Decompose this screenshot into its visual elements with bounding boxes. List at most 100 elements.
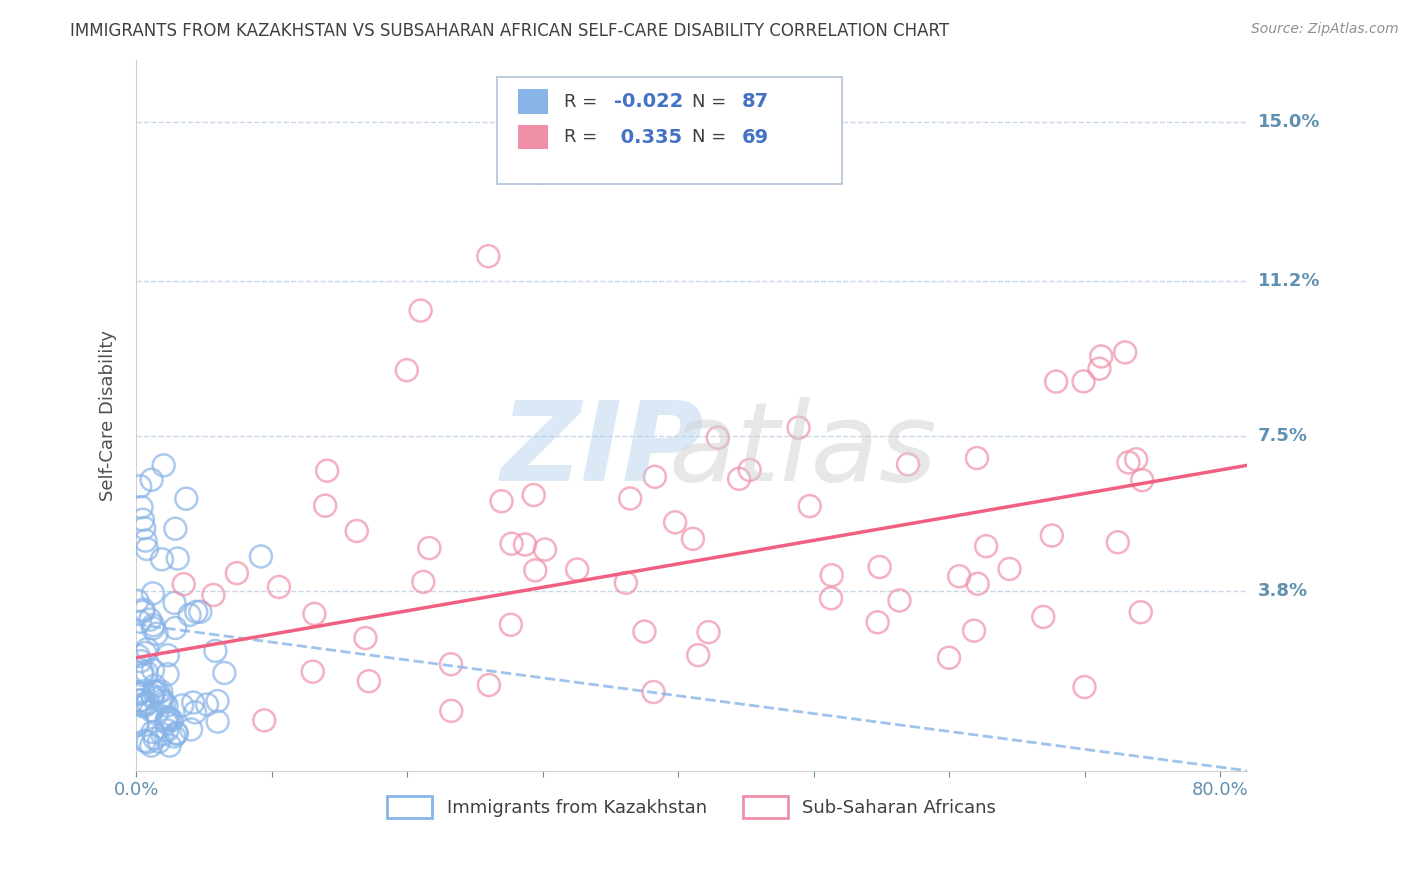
Point	[418, 541, 440, 555]
Point	[513, 537, 536, 551]
Point	[253, 714, 276, 728]
Point	[152, 458, 174, 473]
Point	[132, 602, 155, 616]
Point	[148, 734, 170, 748]
Point	[165, 621, 187, 635]
Point	[531, 165, 554, 179]
Point	[186, 605, 208, 619]
Text: ZIP: ZIP	[501, 397, 704, 504]
Point	[156, 698, 179, 713]
Point	[142, 618, 165, 632]
Point	[250, 549, 273, 564]
Point	[707, 431, 730, 445]
Point	[165, 522, 187, 536]
Point	[738, 463, 761, 477]
Point	[166, 551, 188, 566]
Point	[129, 698, 152, 712]
Point	[139, 613, 162, 627]
Point	[131, 699, 153, 714]
Point	[267, 580, 290, 594]
Point	[478, 678, 501, 692]
Point	[412, 574, 434, 589]
Point	[131, 667, 153, 681]
Point	[139, 739, 162, 753]
Point	[966, 451, 988, 466]
Point	[974, 539, 997, 553]
Point	[664, 516, 686, 530]
Point	[160, 713, 183, 727]
Point	[135, 698, 157, 713]
Point	[501, 537, 523, 551]
Point	[1088, 361, 1111, 376]
Text: IMMIGRANTS FROM KAZAKHSTAN VS SUBSAHARAN AFRICAN SELF-CARE DISABILITY CORRELATIO: IMMIGRANTS FROM KAZAKHSTAN VS SUBSAHARAN…	[70, 22, 949, 40]
Point	[179, 607, 201, 622]
Point	[1129, 605, 1152, 619]
Point	[149, 690, 172, 705]
Point	[799, 499, 821, 513]
Point	[644, 470, 666, 484]
Point	[188, 605, 211, 619]
Point	[127, 715, 149, 730]
Point	[150, 684, 173, 698]
Text: Source: ZipAtlas.com: Source: ZipAtlas.com	[1251, 22, 1399, 37]
Point	[728, 472, 751, 486]
Point	[204, 644, 226, 658]
Point	[682, 532, 704, 546]
Point	[534, 542, 557, 557]
Text: 0.335: 0.335	[614, 128, 682, 146]
Point	[150, 727, 173, 741]
Point	[136, 696, 159, 710]
Point	[136, 642, 159, 657]
Point	[127, 593, 149, 607]
Point	[155, 715, 177, 730]
Point	[129, 479, 152, 493]
Text: N =: N =	[692, 93, 731, 111]
Point	[1125, 452, 1147, 467]
Point	[966, 576, 988, 591]
Point	[142, 725, 165, 739]
Point	[316, 464, 339, 478]
Legend: Immigrants from Kazakhstan, Sub-Saharan Africans: Immigrants from Kazakhstan, Sub-Saharan …	[380, 789, 1004, 826]
Point	[156, 723, 179, 738]
Text: 15.0%: 15.0%	[1258, 113, 1320, 131]
Text: R =: R =	[564, 93, 603, 111]
Point	[156, 710, 179, 724]
Point	[567, 562, 589, 576]
Point	[688, 648, 710, 663]
Point	[184, 706, 207, 720]
Point	[346, 524, 368, 538]
Point	[697, 625, 720, 640]
Point	[1107, 535, 1129, 549]
Point	[821, 568, 844, 582]
Text: N =: N =	[692, 128, 731, 146]
Point	[440, 704, 463, 718]
Point	[897, 458, 920, 472]
Point	[127, 685, 149, 699]
Point	[134, 734, 156, 748]
Point	[491, 494, 513, 508]
Point	[143, 731, 166, 746]
Text: R =: R =	[564, 128, 603, 146]
Point	[135, 533, 157, 548]
Point	[142, 621, 165, 635]
Point	[948, 569, 970, 583]
Point	[150, 552, 173, 566]
Point	[395, 363, 418, 377]
Text: 69: 69	[741, 128, 769, 146]
Point	[172, 698, 194, 713]
Point	[301, 665, 323, 679]
Point	[128, 687, 150, 701]
Point	[523, 488, 546, 502]
Point	[143, 679, 166, 693]
Point	[409, 303, 432, 318]
Point	[633, 624, 655, 639]
Point	[869, 560, 891, 574]
Point	[1040, 528, 1063, 542]
Point	[129, 694, 152, 708]
Point	[820, 591, 842, 606]
Text: 3.8%: 3.8%	[1258, 582, 1309, 599]
Point	[1032, 610, 1054, 624]
Point	[1045, 375, 1067, 389]
Point	[207, 714, 229, 729]
Point	[132, 684, 155, 698]
